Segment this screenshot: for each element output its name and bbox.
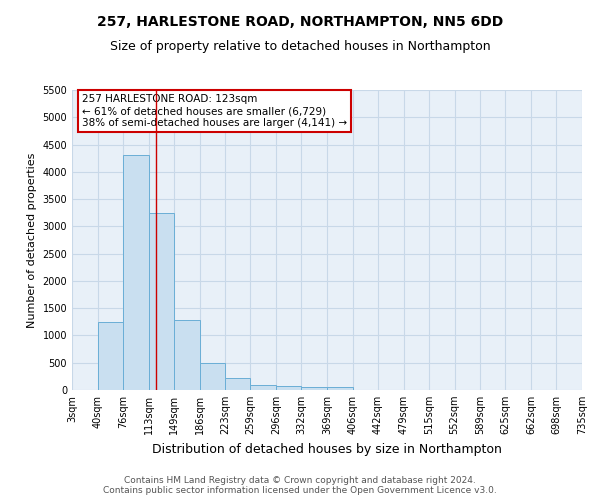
Bar: [174, 320, 199, 390]
Bar: [301, 387, 327, 390]
Bar: [98, 322, 123, 390]
Y-axis label: Number of detached properties: Number of detached properties: [27, 152, 37, 328]
Bar: [225, 378, 250, 390]
X-axis label: Distribution of detached houses by size in Northampton: Distribution of detached houses by size …: [152, 442, 502, 456]
Bar: [149, 212, 174, 390]
Text: 257 HARLESTONE ROAD: 123sqm
← 61% of detached houses are smaller (6,729)
38% of : 257 HARLESTONE ROAD: 123sqm ← 61% of det…: [82, 94, 347, 128]
Bar: [276, 386, 301, 390]
Text: Contains HM Land Registry data © Crown copyright and database right 2024.
Contai: Contains HM Land Registry data © Crown c…: [103, 476, 497, 495]
Text: 257, HARLESTONE ROAD, NORTHAMPTON, NN5 6DD: 257, HARLESTONE ROAD, NORTHAMPTON, NN5 6…: [97, 15, 503, 29]
Bar: [250, 385, 276, 390]
Bar: [123, 156, 149, 390]
Bar: [327, 388, 353, 390]
Bar: [199, 364, 225, 390]
Text: Size of property relative to detached houses in Northampton: Size of property relative to detached ho…: [110, 40, 490, 53]
